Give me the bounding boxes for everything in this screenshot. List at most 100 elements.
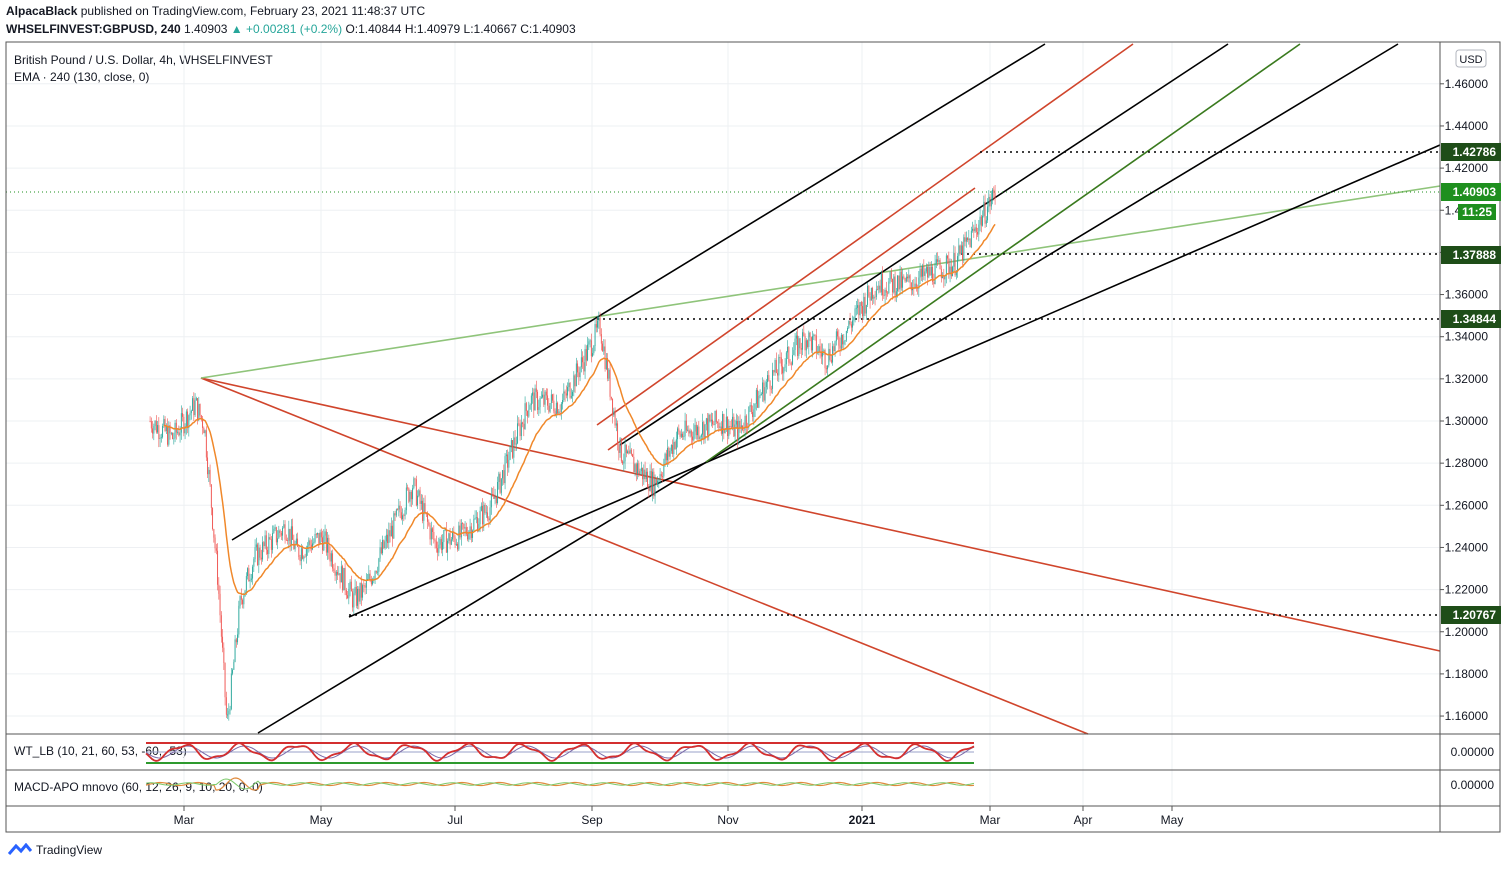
author-name[interactable]: AlpacaBlack [6, 4, 78, 18]
candle-body [149, 421, 151, 422]
ema-label[interactable]: EMA · 240 (130, close, 0) [14, 70, 150, 84]
candle-body [643, 469, 645, 480]
candle-body [337, 571, 339, 575]
macd-tick-label: 0.00000 [1451, 778, 1495, 792]
published-text: published on TradingView.com, February 2… [80, 4, 426, 18]
candle-body [233, 661, 235, 670]
candle-body [365, 580, 367, 588]
candle-body [939, 260, 941, 270]
candle-body [937, 259, 939, 262]
candle-body [738, 420, 740, 441]
candle-body [412, 488, 414, 500]
candle-body [520, 422, 522, 437]
time-tick-label: Apr [1074, 813, 1093, 827]
candle-body [235, 639, 237, 643]
candle-body [290, 526, 292, 545]
candle-body [272, 533, 274, 550]
candle-body [375, 571, 377, 573]
candle-body [623, 461, 625, 464]
candle-body [458, 525, 460, 550]
candle-body [657, 480, 659, 485]
candle-body [782, 366, 784, 374]
candle-body [847, 328, 849, 331]
candle-body [468, 531, 470, 540]
candle-body [355, 586, 357, 606]
candle-body [267, 549, 269, 555]
candle-body [277, 538, 279, 543]
candle-body [780, 357, 782, 367]
candle-body [489, 507, 491, 521]
candle-body [483, 504, 485, 525]
candle-body [629, 449, 631, 454]
candle-body [692, 436, 694, 441]
time-axis[interactable]: Mar May Jul Sep Nov 2021 Mar Apr May [174, 806, 1184, 827]
candle-body [930, 266, 932, 276]
trend-line [200, 185, 1441, 379]
candle-body [872, 288, 874, 299]
candle-body [509, 445, 511, 460]
candle-body [524, 403, 526, 430]
candle-body [347, 595, 349, 599]
candle-body [927, 267, 929, 278]
candle-body [268, 537, 270, 555]
wt-tick-label: 0.00000 [1451, 745, 1495, 759]
candle-body [929, 266, 931, 276]
candle-body [668, 447, 670, 457]
symbol-line: WHSELFINVEST:GBPUSD, 240 1.40903 ▲ +0.00… [6, 22, 576, 36]
candle-body [949, 266, 951, 275]
candle-body [398, 505, 400, 510]
candle-body [979, 216, 981, 225]
candle-body [308, 540, 310, 547]
candle-body [905, 276, 907, 282]
candle-body [409, 491, 411, 502]
candle-body [234, 639, 236, 662]
candle-body [193, 398, 195, 416]
candle-body [950, 266, 952, 277]
candle-body [533, 392, 535, 411]
candle-body [580, 357, 582, 368]
candle-body [184, 426, 186, 434]
candle-body [932, 266, 934, 282]
candle-body [565, 393, 567, 396]
candle-body [484, 504, 486, 513]
candle-body [895, 291, 897, 297]
candle-body [772, 370, 774, 389]
candle-body [710, 419, 712, 422]
candle-body [682, 433, 684, 438]
candle-body [327, 537, 329, 553]
candle-body [637, 463, 639, 474]
candle-body [378, 558, 380, 572]
candle-body [757, 389, 759, 408]
candle-body [220, 615, 222, 637]
candle-body [792, 355, 794, 365]
candle-body [722, 413, 724, 434]
candle-body [842, 334, 844, 345]
candle-body [808, 332, 810, 347]
tradingview-logo[interactable]: TradingView [8, 843, 102, 857]
wt-indicator-label[interactable]: WT_LB (10, 21, 60, 53, -60, -53) [14, 744, 187, 758]
candle-body [572, 391, 574, 396]
macd-indicator-label[interactable]: MACD-APO mnovo (60, 12, 26, 9, 10, 20, 0… [14, 780, 263, 794]
candle-body [854, 308, 856, 318]
candle-body [542, 394, 544, 398]
candle-body [215, 548, 217, 551]
price-level-label: 1.37888 [1453, 248, 1497, 262]
candle-body [213, 529, 215, 538]
candle-body [717, 422, 719, 423]
candle-body [159, 438, 161, 439]
candle-body [194, 400, 196, 416]
wt-signal-line [145, 745, 975, 759]
candle-body [640, 467, 642, 472]
wt-indicator [145, 742, 975, 764]
candle-body [462, 523, 464, 524]
candle-body [955, 271, 957, 276]
candle-body [678, 428, 680, 432]
candle-body [200, 415, 202, 419]
footer-brand: TradingView [36, 843, 103, 857]
candle-body [452, 532, 454, 540]
trend-lines[interactable] [6, 43, 1441, 735]
candle-body [740, 425, 742, 428]
price-axis[interactable]: 1.460001.440001.420001.400001.380001.360… [1440, 49, 1501, 792]
candle-body [705, 418, 707, 425]
